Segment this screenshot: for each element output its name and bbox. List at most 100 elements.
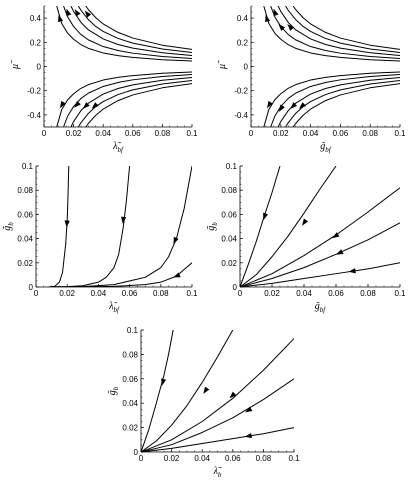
series-line-3 — [48, 166, 192, 287]
flow-arrow-1 — [64, 220, 70, 228]
y-tick-label: 0.2 — [237, 38, 249, 47]
x-tick-label: 0.04 — [91, 289, 107, 298]
y-tick-label: 0.08 — [221, 186, 237, 195]
x-tick-label: 0.06 — [225, 454, 241, 463]
x-tick-label: 0.08 — [256, 454, 272, 463]
y-tick-label: 0.1 — [226, 162, 238, 171]
flow-arrow-2 — [273, 8, 279, 17]
y-tick-label: 0.1 — [22, 162, 34, 171]
x-axis-label: λ̃b — [213, 466, 222, 479]
x-tick-label: 0.04 — [303, 129, 319, 138]
series-line-2 — [240, 166, 337, 287]
series-line-3 — [240, 187, 400, 287]
series-group — [56, 6, 192, 127]
y-tick-label: 0.04 — [221, 235, 237, 244]
x-tick-label: 0.06 — [122, 289, 138, 298]
y-tick-label: -0.2 — [234, 87, 248, 96]
x-axis-label-sub: bf — [325, 146, 332, 154]
y-tick-label: 0.08 — [122, 350, 138, 359]
y-axis-label-sub: b — [112, 386, 120, 390]
y-axis-label: g̃b — [206, 222, 219, 231]
series-line-5 — [141, 427, 294, 452]
series-line-8 — [277, 6, 400, 56]
y-axis-label: μ̃ — [10, 60, 21, 70]
x-axis-label-main: g̃ — [315, 301, 320, 312]
flow-arrow-5 — [267, 100, 273, 109]
series-line-10 — [292, 6, 400, 50]
flow-arrow-1 — [58, 14, 64, 23]
y-tick-label: 0.2 — [30, 38, 42, 47]
y-axis-label-sub: b — [211, 222, 219, 226]
flow-arrow-3 — [74, 9, 81, 17]
y-tick-label: 0.02 — [221, 259, 237, 268]
series-line-2 — [270, 73, 400, 127]
x-tick-label: 0.08 — [155, 129, 171, 138]
series-line-7 — [270, 6, 400, 60]
flow-arrow-8 — [91, 102, 99, 109]
series-line-1 — [240, 166, 281, 287]
y-tick-label: 0 — [37, 63, 42, 72]
series-line-4 — [77, 80, 192, 127]
x-axis-label-main: λ̃ — [108, 301, 117, 312]
y-tick-label: 0.08 — [17, 186, 33, 195]
flow-arrow-4 — [287, 24, 295, 31]
x-tick-label: 0.08 — [362, 129, 378, 138]
series-line-3 — [277, 77, 400, 127]
y-axis-label-main: μ̃ — [10, 60, 21, 70]
y-tick-label: 0 — [244, 63, 249, 72]
y-tick-label: 0 — [29, 283, 34, 292]
y-tick-label: 0.4 — [237, 14, 249, 23]
x-tick-label: 0.1 — [394, 289, 406, 298]
series-line-4 — [285, 80, 400, 127]
flow-arrow-3 — [173, 236, 179, 245]
y-tick-label: 0.1 — [127, 326, 139, 335]
flow-arrow-3 — [229, 391, 237, 399]
x-axis-label-main: λ̃ — [213, 466, 222, 477]
x-tick-label: 0.02 — [66, 129, 82, 138]
x-tick-label: 0.02 — [264, 289, 280, 298]
panel-top-right: 0 0.02 0.04 0.06 0.08 0.1 -0.4 -0.2 0 0.2 0.4 g̃bf μ… — [217, 5, 406, 154]
series-line-3 — [70, 77, 192, 127]
series-line-4 — [141, 378, 294, 452]
series-line-2 — [141, 330, 234, 452]
series-line-9 — [285, 6, 400, 53]
x-tick-label: 0 — [139, 454, 144, 463]
series-line-7 — [63, 6, 192, 60]
x-axis-label-main: g̃ — [320, 141, 325, 152]
x-axis-label-sub: bf — [117, 146, 124, 154]
y-axis-label-main: g̃ — [206, 226, 217, 231]
series-line-1 — [56, 71, 192, 127]
series-line-3 — [141, 338, 294, 452]
x-axis-label-sub: bf — [113, 306, 120, 314]
x-tick-label: 0.04 — [194, 454, 210, 463]
x-tick-label: 0 — [34, 289, 39, 298]
flow-arrow-2 — [203, 386, 210, 394]
flow-arrow-4 — [245, 406, 253, 413]
panel-middle-left: 0 0.02 0.04 0.06 0.08 0.1 0 0.02 0.04 0.06 0.08 0.1… — [2, 162, 198, 314]
flow-arrow-5 — [59, 100, 66, 109]
series-line-4 — [240, 222, 400, 287]
flow-arrow-6 — [74, 100, 81, 108]
y-tick-label: 0 — [233, 283, 238, 292]
x-tick-label: 0.06 — [333, 129, 349, 138]
y-tick-label: -0.2 — [27, 87, 41, 96]
flow-arrow-1 — [263, 212, 269, 221]
x-axis-label: g̃bf — [315, 301, 327, 314]
series-line-5 — [240, 262, 400, 287]
x-axis-label: λ̃bf — [108, 301, 120, 314]
flow-arrow-1 — [265, 14, 271, 23]
x-tick-label: 0.1 — [394, 129, 406, 138]
y-tick-label: 0.02 — [17, 259, 33, 268]
y-axis-label-main: μ̃ — [217, 60, 228, 70]
y-tick-label: 0.4 — [30, 14, 42, 23]
x-axis-label: λ̃bf — [112, 141, 124, 154]
y-axis-label: g̃b — [107, 386, 120, 395]
panel-bottom: 0 0.02 0.04 0.06 0.08 0.1 0 0.02 0.04 0.06 0.08 0.1… — [107, 326, 300, 479]
x-tick-label: 0.04 — [296, 289, 312, 298]
y-axis-label-main: g̃ — [2, 226, 13, 231]
series-line-2 — [48, 166, 131, 287]
y-tick-label: 0.06 — [221, 210, 237, 219]
x-tick-label: 0 — [249, 129, 254, 138]
x-axis-label-main: λ̃ — [112, 141, 121, 152]
